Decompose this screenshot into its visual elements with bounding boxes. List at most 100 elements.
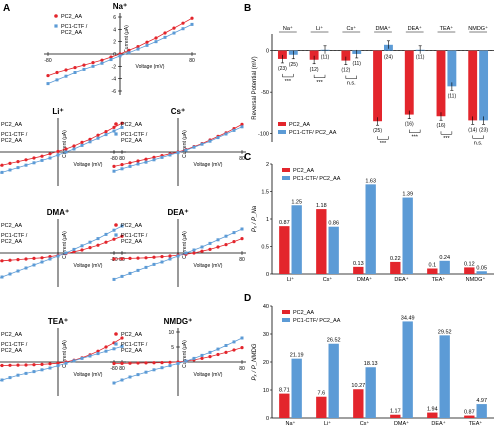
panel-d-category-label: DMA⁺ [394, 420, 409, 427]
iv-na-point-red [91, 61, 95, 65]
iv-tea-xlabel: Voltage (mV) [74, 372, 103, 378]
iv-li-point-red [64, 147, 68, 151]
iv-nmdg-point-red [240, 346, 244, 350]
iv-dea-point-blue [136, 268, 140, 272]
iv-dma-point-blue [0, 275, 4, 279]
iv-dea-point-blue [152, 262, 156, 266]
iv-cs-point-blue [224, 132, 228, 136]
iv-dma-point-blue [120, 224, 124, 228]
iv-cs-point-blue [168, 153, 172, 157]
iv-cs-legend-pc2: PC2_AA [121, 122, 142, 128]
panel-d-bar-blue [291, 358, 302, 418]
panel-d-value-label: 8.71 [279, 388, 290, 394]
panel-b-legend-label-red: PC2_AA [289, 122, 310, 128]
iv-dea-point-blue [120, 274, 124, 278]
iv-na-legend-marker-blue [54, 24, 58, 28]
iv-na-point-red [181, 21, 185, 25]
iv-tea-point-red [96, 349, 100, 353]
iv-na-point-blue [136, 47, 140, 51]
iv-li-point-red [120, 121, 124, 125]
iv-dma-point-blue [56, 254, 60, 258]
iv-cs-point-blue [216, 136, 220, 140]
iv-li-point-blue [40, 158, 44, 162]
panel-b-sig-label: *** [412, 135, 419, 141]
iv-dma-point-red [40, 256, 44, 260]
panel-b-bar-red [436, 50, 446, 117]
panel-b-n-label: (12) [341, 68, 350, 74]
panel-c-bar-blue [291, 205, 302, 274]
iv-nmdg-point-red [224, 350, 228, 354]
iv-cs-point-blue [160, 155, 164, 159]
panel-b-category-label: Li⁺ [316, 25, 323, 32]
panel-c-value-label: 0.12 [464, 261, 475, 267]
panel-b-bar-red [468, 50, 478, 121]
panel-b-bar-red [309, 50, 319, 60]
iv-na-point-blue [82, 67, 86, 71]
panel-d-bar-blue [328, 343, 339, 418]
panel-b-n-label: (25) [373, 128, 382, 134]
panel-c-category-label: TEA⁺ [432, 276, 446, 283]
panel-d-y-tick-label: 20 [263, 360, 269, 366]
panel-d-legend-label-blue: PC1-CTF/ PC2_AA [293, 318, 341, 324]
panel-b-n-label: (24) [384, 55, 393, 61]
iv-dea-point-red [152, 255, 156, 259]
iv-li-point-blue [8, 168, 12, 172]
iv-dma-point-blue [72, 247, 76, 251]
iv-cs-title: Cs⁺ [171, 107, 185, 116]
iv-nmdg-point-red [128, 361, 132, 365]
iv-dea-point-blue [240, 227, 244, 231]
panel-c-y-tick-label: 2 [266, 162, 269, 168]
iv-cs-point-blue [152, 158, 156, 162]
iv-na-point-red [82, 63, 86, 67]
iv-nmdg-point-blue [192, 356, 196, 360]
iv-dma-point-red [16, 258, 20, 262]
iv-tea-point-blue [104, 349, 108, 353]
panel-c-category-label: Cs⁺ [323, 276, 333, 283]
panel-b-category-label: Na⁺ [283, 25, 293, 32]
panel-d-value-label: 4.97 [476, 398, 487, 404]
iv-tea-point-blue [24, 371, 28, 375]
iv-dea-point-blue [192, 248, 196, 252]
iv-na-point-red [46, 73, 50, 78]
iv-dea-title: DEA⁺ [167, 208, 188, 217]
panel-d-value-label: 1.17 [390, 409, 401, 415]
iv-dma-legend-pc1-b: PC2_AA [1, 239, 22, 245]
iv-dma-point-red [80, 248, 84, 252]
panel-d-y-tick-label: 40 [263, 304, 269, 310]
iv-dma-point-red [24, 257, 28, 261]
iv-na-point-blue [73, 71, 77, 74]
iv-dma-point-blue [8, 272, 12, 276]
iv-na-legend-pc2: PC2_AA [61, 14, 82, 20]
iv-li-point-blue [80, 143, 84, 147]
iv-li-point-blue [32, 161, 36, 165]
iv-dma-point-red [120, 234, 124, 238]
panel-b-bar-red [341, 50, 351, 61]
iv-li-point-blue [24, 163, 28, 167]
iv-nmdg-ylabel: Current (μA) [182, 340, 188, 368]
panel-c-legend-swatch-blue [282, 176, 290, 180]
iv-tea-x-tick-label: 80 [119, 366, 125, 372]
iv-na-xlabel: Voltage (mV) [136, 64, 165, 70]
iv-dea-legend-marker-blue [114, 233, 118, 237]
panel-d-category-label: Li⁺ [324, 420, 331, 427]
iv-li-point-red [24, 158, 28, 162]
iv-dea-point-blue [128, 271, 132, 275]
iv-nmdg-point-red [144, 361, 148, 365]
iv-nmdg-title: NMDG⁺ [164, 317, 193, 326]
panel-b-sig-label: n.s. [474, 140, 483, 146]
iv-dma-legend-pc2: PC2_AA [1, 223, 22, 229]
panel-d-bar-blue [476, 404, 487, 418]
iv-dea-point-blue [200, 245, 204, 249]
panel-c-value-label: 1.18 [316, 203, 327, 209]
iv-li-point-red [80, 140, 84, 144]
iv-cs-point-blue [208, 139, 212, 143]
iv-na-y-tick-label: -4 [112, 77, 117, 83]
iv-dma-point-blue [104, 232, 108, 236]
iv-na-point-blue [172, 31, 176, 35]
panel-d-value-label: 10.27 [351, 383, 365, 389]
iv-nmdg-y-tick-label: 10 [168, 330, 174, 336]
panel-b-sig-bracket [282, 73, 294, 78]
panel-b-bar-blue [479, 50, 489, 121]
iv-cs-point-blue [144, 160, 148, 164]
iv-nmdg-point-blue [224, 344, 228, 347]
